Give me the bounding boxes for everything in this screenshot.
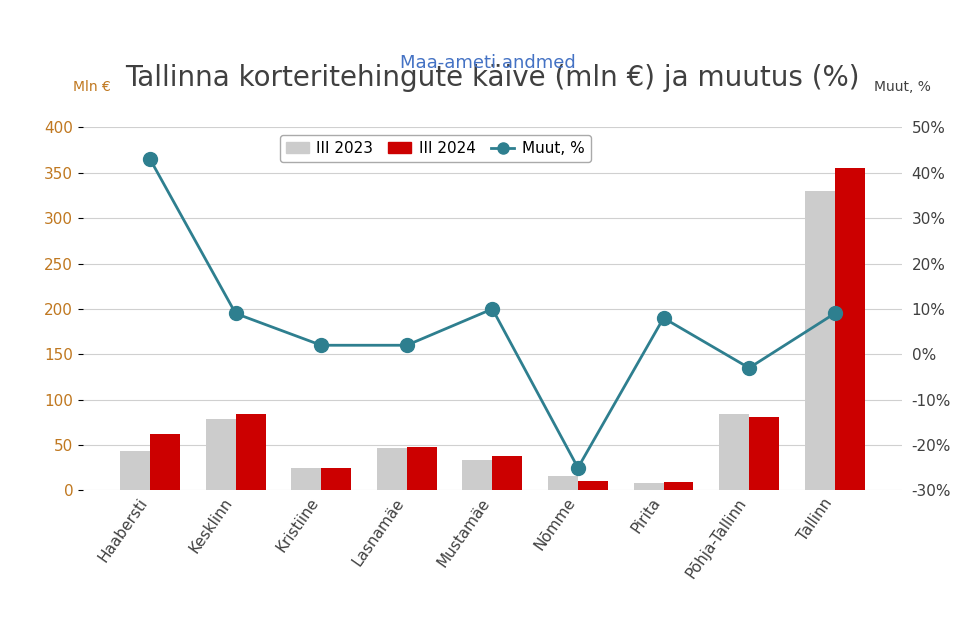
Bar	[578, 480, 607, 490]
Bar	[804, 191, 835, 490]
Legend: III 2023, III 2024, Muut, %: III 2023, III 2024, Muut, %	[280, 135, 591, 162]
Text: Muut, %: Muut, %	[875, 80, 931, 94]
Bar	[664, 482, 693, 490]
Bar	[720, 414, 749, 490]
Bar	[749, 417, 779, 490]
Bar	[120, 452, 150, 490]
Bar	[634, 483, 664, 490]
Bar	[321, 468, 351, 490]
Text: Maa-ameti andmed: Maa-ameti andmed	[400, 54, 575, 72]
Text: Mln €: Mln €	[73, 80, 111, 94]
Bar	[377, 448, 407, 490]
Bar	[150, 434, 180, 490]
Bar	[292, 468, 321, 490]
Bar	[548, 476, 578, 490]
Bar	[236, 414, 265, 490]
Bar	[407, 447, 437, 490]
Bar	[835, 168, 865, 490]
Title: Tallinna korteritehingute käive (mln €) ja muutus (%): Tallinna korteritehingute käive (mln €) …	[125, 64, 860, 92]
Bar	[462, 460, 492, 490]
Bar	[492, 456, 523, 490]
Bar	[206, 419, 236, 490]
